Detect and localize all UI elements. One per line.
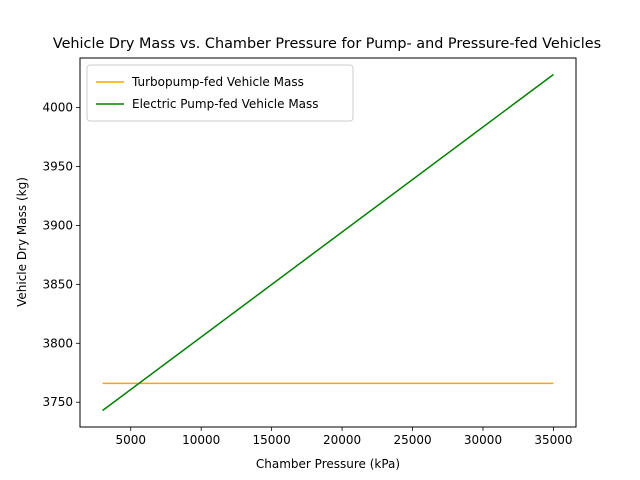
x-tick-label: 25000 xyxy=(393,433,431,447)
x-axis-title: Chamber Pressure (kPa) xyxy=(256,457,400,471)
legend-label-1: Turbopump-fed Vehicle Mass xyxy=(131,75,304,89)
x-tick-label: 5000 xyxy=(115,433,146,447)
x-tick-label: 10000 xyxy=(182,433,220,447)
y-tick-label: 3800 xyxy=(42,336,73,350)
x-tick-label: 35000 xyxy=(534,433,572,447)
plot-area xyxy=(102,73,554,412)
x-tick-label: 15000 xyxy=(253,433,291,447)
y-axis-ticks: 3750 3800 3850 3900 3950 4000 xyxy=(42,101,80,409)
chart-title: Vehicle Dry Mass vs. Chamber Pressure fo… xyxy=(53,36,601,52)
legend: Turbopump-fed Vehicle Mass Electric Pump-… xyxy=(86,64,354,122)
legend-box xyxy=(86,64,354,122)
legend-label-2: Electric Pump-fed Vehicle Mass xyxy=(132,97,319,111)
plot-frame xyxy=(79,57,577,428)
y-tick-label: 4000 xyxy=(42,101,73,115)
y-axis-title: Vehicle Dry Mass (kg) xyxy=(15,177,29,307)
series-line-2 xyxy=(102,73,554,412)
x-tick-label: 20000 xyxy=(323,433,361,447)
x-tick-label: 30000 xyxy=(464,433,502,447)
y-tick-label: 3850 xyxy=(42,277,73,291)
y-tick-label: 3950 xyxy=(42,159,73,173)
y-tick-label: 3900 xyxy=(42,218,73,232)
x-axis-ticks: 5000 10000 15000 20000 25000 30000 35000 xyxy=(115,427,573,447)
y-tick-label: 3750 xyxy=(42,395,73,409)
